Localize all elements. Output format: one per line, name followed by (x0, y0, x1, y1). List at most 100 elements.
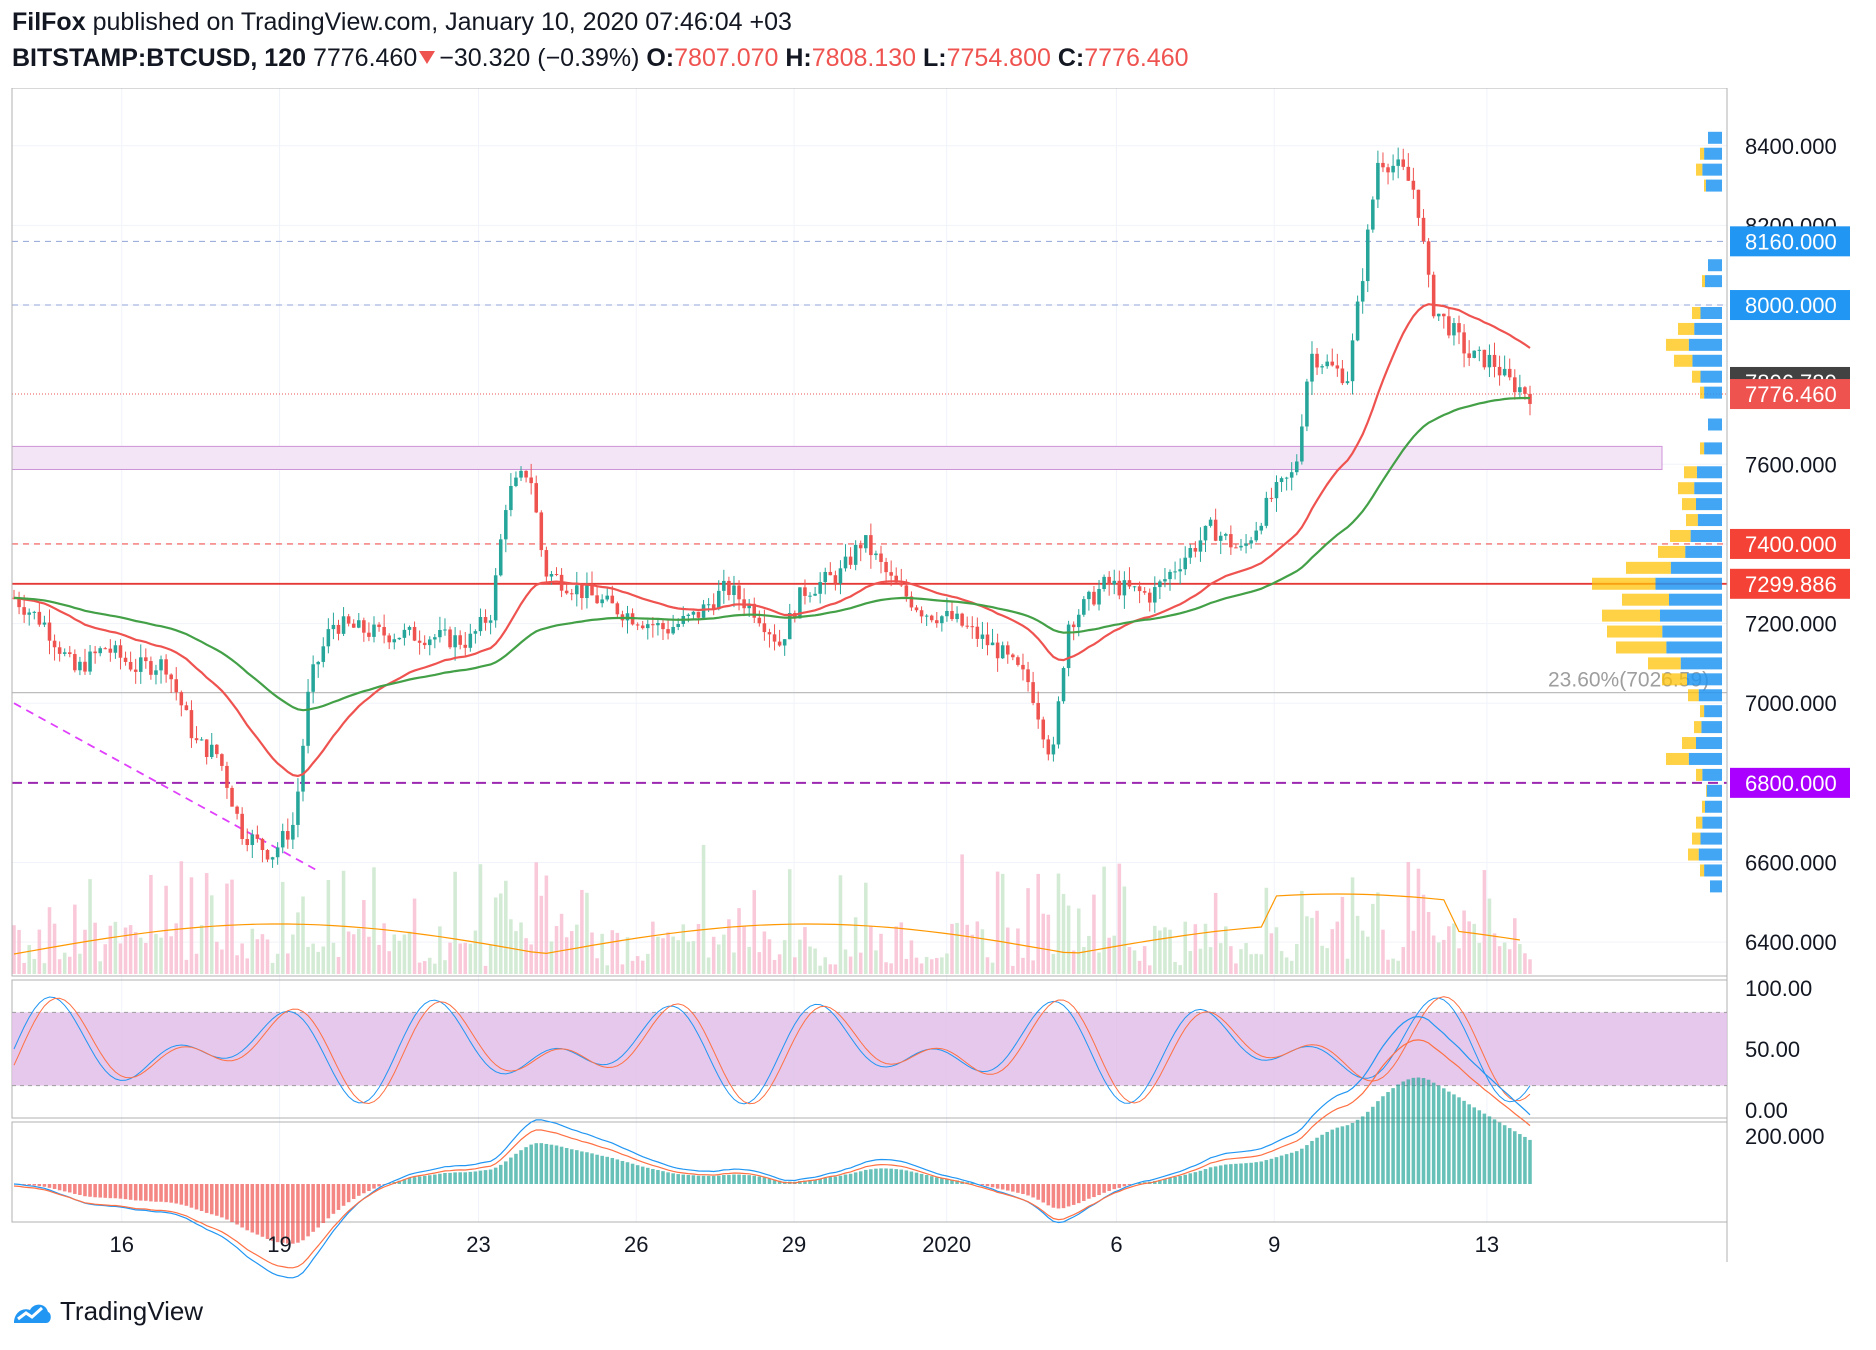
macd-hist-bar (1259, 1161, 1264, 1184)
candle-body (1528, 393, 1532, 404)
macd-hist-bar (818, 1178, 822, 1184)
macd-hist-bar (630, 1163, 635, 1184)
macd-hist-bar (1330, 1129, 1335, 1184)
volume-bar (787, 869, 792, 974)
profile-bar-blue (1666, 641, 1722, 654)
profile-bar-blue (1700, 370, 1722, 383)
macd-hist-bar (514, 1153, 518, 1184)
candle-body (1365, 229, 1370, 282)
candle-body (757, 617, 762, 624)
price-label-bg (1730, 767, 1850, 798)
volume-bar (727, 919, 731, 974)
macd-hist-bar (1386, 1092, 1390, 1184)
price-tick: 8400.000 (1745, 134, 1837, 159)
volume-bar (1127, 946, 1132, 974)
macd-hist-bar (468, 1171, 473, 1184)
stoch-tick: 0.00 (1745, 1098, 1788, 1123)
volume-bar (858, 952, 863, 974)
macd-hist-bar (1005, 1184, 1010, 1191)
volume-bar (1492, 933, 1497, 974)
macd-hist-bar (884, 1168, 888, 1184)
macd-hist-bar (98, 1184, 102, 1198)
volume-bar (291, 934, 295, 974)
macd-hist-bar (823, 1177, 828, 1184)
volume-bar (144, 942, 148, 974)
profile-bar-yellow (1694, 721, 1702, 734)
volume-bar (488, 944, 493, 974)
candle-body (392, 639, 397, 643)
candle-body (864, 535, 868, 549)
candle-body (924, 615, 929, 617)
volume-bar (1350, 877, 1355, 974)
volume-bar (98, 961, 102, 974)
ohlc-line: BITSTAMP:BTCUSD, 120 7776.460 −30.320 (−0… (12, 44, 1189, 73)
candle-body (752, 603, 757, 618)
macd-hist-bar (1294, 1151, 1299, 1184)
macd-hist-bar (1117, 1184, 1122, 1188)
macd-hist-bar (1447, 1091, 1451, 1184)
macd-hist-bar (742, 1174, 746, 1184)
macd-hist-bar (42, 1184, 47, 1187)
volume-bar (509, 919, 513, 974)
candle-body (113, 645, 118, 653)
profile-bar-yellow (1688, 848, 1699, 861)
candle-body (1178, 569, 1182, 572)
candle-body (853, 544, 858, 565)
volume-bar (1371, 903, 1375, 974)
macd-hist-bar (184, 1184, 189, 1206)
candle-body (1005, 645, 1010, 655)
volume-bar (909, 940, 914, 974)
volume-bar (1005, 927, 1010, 974)
volume-bar (128, 925, 133, 974)
macd-hist-bar (1365, 1111, 1370, 1184)
macd-hist-bar (144, 1184, 148, 1201)
profile-bar-blue (1698, 689, 1722, 702)
candle-body (133, 669, 138, 672)
volume-bar (1137, 960, 1142, 974)
macd-hist-bar (78, 1184, 82, 1195)
candle-body (1264, 497, 1269, 526)
profile-bar-yellow (1592, 577, 1656, 590)
candle-body (1406, 166, 1411, 181)
candle-body (32, 611, 37, 613)
macd-hist-bar (301, 1184, 305, 1241)
macd-hist-bar (1076, 1184, 1081, 1204)
volume-bar (706, 957, 711, 974)
volume-bar (798, 939, 802, 974)
macd-hist-bar (534, 1143, 539, 1184)
tradingview-logo[interactable]: TradingView (12, 1296, 203, 1327)
volume-bar (929, 959, 934, 974)
candle-body (346, 616, 351, 624)
time-axis[interactable]: 16 19 23 26 29 2020 6 9 13 (110, 1232, 1500, 1257)
macd-hist-bar (1462, 1100, 1466, 1184)
volume-bar (580, 889, 584, 974)
candle-body (803, 587, 807, 596)
candle-body (1294, 461, 1299, 473)
volume-bar (1026, 888, 1030, 974)
candle-body (1203, 525, 1208, 541)
volume-bar (575, 924, 579, 974)
macd-hist-bar (422, 1175, 427, 1184)
macd-hist-bar (1066, 1184, 1071, 1207)
candle-body (813, 593, 817, 596)
volume-bar (1502, 942, 1507, 974)
profile-bar-blue (1694, 322, 1722, 335)
volume-bar (1031, 960, 1035, 974)
price-axis[interactable]: 6400.000 6600.000 6800.000 7000.000 7200.000… (1730, 134, 1850, 955)
candle-body (656, 622, 660, 626)
stochastic-pane: 100.00 50.00 0.00 (12, 976, 1812, 1123)
profile-bar-blue (1698, 848, 1722, 861)
macd-hist-bar (1168, 1177, 1172, 1184)
candle-body (47, 622, 52, 641)
candle-body (1061, 668, 1066, 702)
macd-hist-bar (1183, 1174, 1187, 1184)
volume-bar (1381, 929, 1385, 974)
candle-body (250, 834, 255, 846)
volume-bar (1239, 949, 1243, 974)
volume-bar (204, 873, 209, 974)
candle-body (306, 691, 310, 746)
tradingview-logo-icon (14, 1304, 51, 1323)
author-name[interactable]: FilFox (12, 8, 86, 36)
profile-bar-yellow (1700, 705, 1705, 718)
